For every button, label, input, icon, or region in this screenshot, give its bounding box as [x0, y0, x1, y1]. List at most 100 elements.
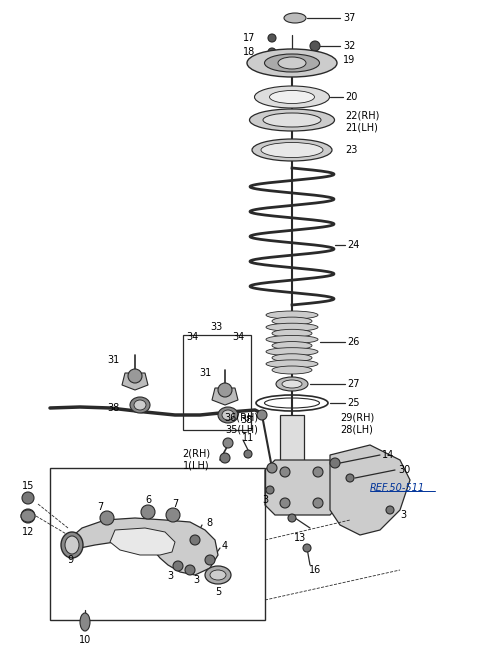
- Circle shape: [288, 514, 296, 522]
- Text: 3: 3: [167, 571, 173, 581]
- Circle shape: [280, 498, 290, 508]
- Ellipse shape: [266, 348, 318, 356]
- Text: 27: 27: [347, 379, 360, 389]
- Circle shape: [280, 467, 290, 477]
- Text: 3: 3: [193, 575, 199, 585]
- Text: 28(LH): 28(LH): [340, 425, 373, 435]
- Ellipse shape: [266, 311, 318, 319]
- Text: 31: 31: [200, 368, 212, 378]
- Text: 9: 9: [67, 555, 73, 565]
- Ellipse shape: [261, 143, 323, 157]
- Ellipse shape: [250, 109, 335, 131]
- Circle shape: [244, 450, 252, 458]
- Ellipse shape: [272, 354, 312, 362]
- Text: 8: 8: [206, 518, 212, 528]
- Circle shape: [268, 48, 276, 56]
- Ellipse shape: [266, 360, 318, 368]
- Circle shape: [141, 505, 155, 519]
- Circle shape: [21, 509, 35, 523]
- Circle shape: [386, 506, 394, 514]
- Text: 6: 6: [145, 495, 151, 505]
- Ellipse shape: [263, 113, 321, 127]
- Polygon shape: [68, 518, 218, 575]
- Polygon shape: [212, 388, 238, 405]
- Text: 35(LH): 35(LH): [225, 425, 258, 435]
- Text: 4: 4: [222, 541, 228, 551]
- Circle shape: [205, 555, 215, 565]
- Text: 11: 11: [242, 433, 254, 443]
- Text: 32: 32: [343, 41, 355, 51]
- Bar: [50, 468, 265, 620]
- Ellipse shape: [266, 323, 318, 331]
- Text: 30: 30: [398, 465, 410, 475]
- Text: 18: 18: [243, 47, 255, 57]
- Polygon shape: [110, 528, 175, 555]
- Ellipse shape: [266, 335, 318, 343]
- Ellipse shape: [276, 377, 308, 391]
- Text: 16: 16: [309, 565, 321, 575]
- Text: 31: 31: [108, 355, 120, 365]
- Ellipse shape: [278, 57, 306, 69]
- Ellipse shape: [222, 410, 234, 420]
- Ellipse shape: [218, 407, 238, 423]
- Polygon shape: [122, 373, 148, 390]
- Circle shape: [185, 565, 195, 575]
- Ellipse shape: [21, 510, 35, 522]
- Text: 38: 38: [108, 403, 120, 413]
- Text: 14: 14: [382, 450, 394, 460]
- Circle shape: [310, 41, 320, 51]
- Text: 34: 34: [186, 332, 198, 342]
- Circle shape: [220, 453, 230, 463]
- Text: 29(RH): 29(RH): [340, 413, 374, 423]
- Text: 5: 5: [215, 587, 221, 597]
- Ellipse shape: [254, 86, 329, 108]
- Text: 26: 26: [347, 337, 360, 347]
- Circle shape: [346, 474, 354, 482]
- Ellipse shape: [205, 566, 231, 584]
- Ellipse shape: [282, 380, 302, 388]
- Ellipse shape: [247, 49, 337, 77]
- Circle shape: [330, 458, 340, 468]
- Text: 38: 38: [240, 415, 252, 425]
- Text: 3: 3: [400, 510, 406, 520]
- Text: 33: 33: [210, 322, 222, 332]
- Circle shape: [128, 369, 142, 383]
- Ellipse shape: [284, 13, 306, 23]
- Circle shape: [166, 508, 180, 522]
- Circle shape: [303, 544, 311, 552]
- Text: 34: 34: [232, 332, 244, 342]
- Ellipse shape: [130, 397, 150, 413]
- Text: 24: 24: [347, 240, 360, 250]
- Text: 2(RH): 2(RH): [182, 448, 210, 458]
- Ellipse shape: [269, 90, 314, 103]
- Circle shape: [218, 383, 232, 397]
- Ellipse shape: [264, 54, 320, 72]
- Circle shape: [313, 467, 323, 477]
- Text: 25: 25: [347, 398, 360, 408]
- Ellipse shape: [272, 329, 312, 337]
- Text: 3: 3: [262, 495, 268, 505]
- Ellipse shape: [134, 400, 146, 410]
- Text: REF.50-511: REF.50-511: [370, 483, 425, 493]
- Ellipse shape: [210, 570, 226, 580]
- Circle shape: [257, 410, 267, 420]
- Text: 15: 15: [22, 481, 34, 491]
- Circle shape: [190, 535, 200, 545]
- Text: 23: 23: [345, 145, 358, 155]
- Ellipse shape: [272, 366, 312, 374]
- Ellipse shape: [61, 532, 83, 558]
- Text: 7: 7: [97, 502, 103, 512]
- Text: 1(LH): 1(LH): [183, 460, 210, 470]
- Text: 7: 7: [172, 499, 178, 509]
- Text: 12: 12: [22, 527, 34, 537]
- Text: 19: 19: [343, 55, 355, 65]
- Text: 10: 10: [79, 635, 91, 645]
- Ellipse shape: [65, 536, 79, 554]
- Circle shape: [223, 438, 233, 448]
- Circle shape: [173, 561, 183, 571]
- Circle shape: [313, 498, 323, 508]
- Text: 21(LH): 21(LH): [345, 122, 378, 132]
- Text: 36(RH): 36(RH): [224, 413, 258, 423]
- Circle shape: [100, 511, 114, 525]
- Text: 22(RH): 22(RH): [345, 110, 379, 120]
